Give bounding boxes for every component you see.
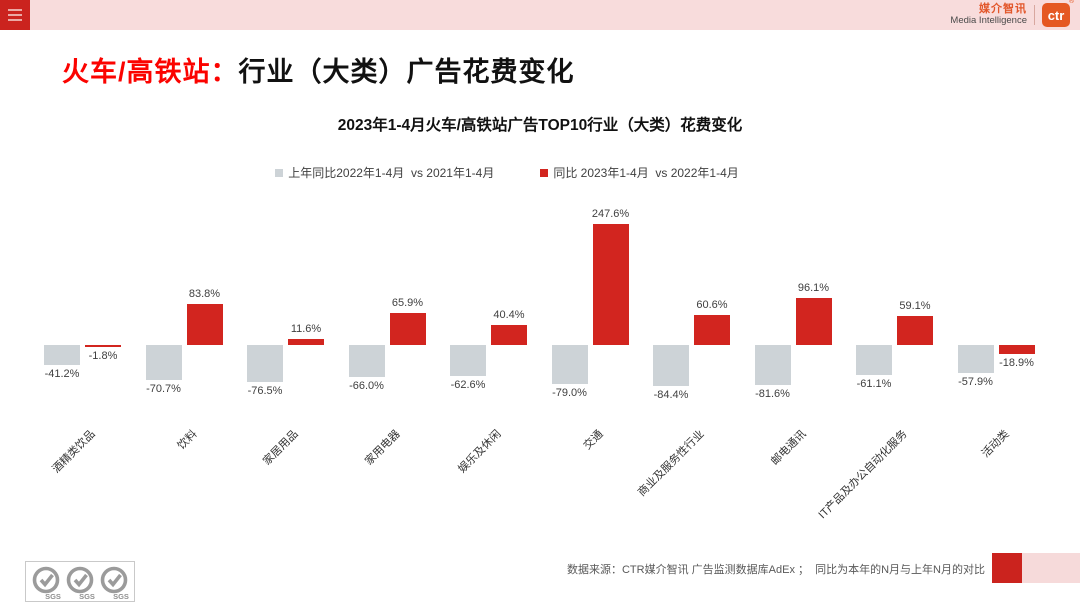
category-label: 酒精类饮品 [50, 428, 98, 476]
value-label: 11.6% [290, 323, 322, 336]
page-title-rest: 行业（大类）广告花费变化 [238, 57, 575, 87]
bar-prev-yoy [145, 345, 182, 380]
value-label: 59.1% [899, 300, 931, 313]
value-label: -57.9% [958, 376, 993, 389]
svg-text:SGS: SGS [113, 592, 129, 601]
data-source-note: 数据来源：CTR媒介智讯 广告监测数据库AdEx ； 同比为本年的N月与上年N月… [566, 564, 985, 576]
value-label: -41.2% [44, 368, 80, 381]
value-label: -81.6% [755, 387, 790, 400]
bar-curr-yoy [795, 297, 832, 345]
bar-curr-yoy [85, 345, 121, 347]
brand-logo: 媒介智讯 Media Intelligence ctr ® [950, 0, 1074, 27]
footer-red-block [992, 553, 1022, 583]
bar-prev-yoy [551, 345, 588, 384]
bar-prev-yoy [957, 345, 994, 374]
brand-text: 媒介智讯 Media Intelligence [950, 4, 1027, 26]
ctr-logo-text: ctr [1047, 7, 1065, 23]
hamburger-menu-button[interactable] [0, 0, 30, 30]
bar-curr-yoy [491, 325, 527, 345]
value-label: -76.5% [247, 385, 283, 398]
value-label: -79.0% [552, 386, 587, 399]
brand-divider [1034, 5, 1035, 25]
svg-text:SGS: SGS [45, 592, 61, 601]
bar-prev-yoy [450, 345, 486, 376]
bar-curr-yoy [897, 316, 933, 345]
value-label: -18.9% [999, 357, 1034, 370]
hamburger-icon [8, 9, 22, 21]
legend-item-curr-yoy: 同比 2023年1-4月 vs 2022年1-4月 [540, 164, 739, 181]
brand-name-en: Media Intelligence [950, 14, 1027, 26]
value-label: 83.8% [188, 287, 221, 300]
svg-text:SGS: SGS [79, 592, 95, 601]
value-label: -66.0% [349, 380, 384, 393]
legend-item-prev-yoy: 上年同比2022年1-4月 vs 2021年1-4月 [275, 164, 494, 181]
value-label: -1.8% [88, 350, 118, 362]
sgs-logo-icon: SGS [32, 566, 61, 601]
registered-mark: ® [1068, 0, 1074, 5]
page-title-highlight: 火车/高铁站： [62, 57, 239, 87]
bar-prev-yoy [44, 345, 80, 366]
sgs-logo-icon: SGS [100, 566, 129, 601]
sgs-logo-icon: SGS [66, 566, 95, 601]
bar-curr-yoy [998, 345, 1035, 355]
value-label: 247.6% [591, 207, 630, 220]
value-label: 96.1% [797, 281, 830, 294]
bar-prev-yoy [856, 345, 892, 375]
page-title: 火车/高铁站：行业（大类）广告花费变化 [62, 50, 575, 89]
value-label: 65.9% [391, 296, 424, 309]
bar-curr-yoy [389, 312, 426, 345]
bar-prev-yoy [653, 345, 689, 387]
bar-curr-yoy [288, 339, 324, 345]
bar-prev-yoy [348, 345, 385, 378]
bar-curr-yoy [592, 223, 629, 345]
bar-prev-yoy [754, 345, 791, 385]
value-label: 60.6% [696, 299, 728, 312]
chart-legend: 上年同比2022年1-4月 vs 2021年1-4月 同比 2023年1-4月 … [0, 164, 1014, 181]
brand-name-cn: 媒介智讯 [979, 3, 1027, 16]
legend-label-prev-yoy: 上年同比2022年1-4月 vs 2021年1-4月 [288, 166, 495, 180]
legend-swatch-prev-yoy [275, 168, 284, 177]
legend-swatch-curr-yoy [540, 168, 549, 177]
top-bar: 媒介智讯 Media Intelligence ctr ® [0, 0, 1080, 30]
value-label: -70.7% [146, 382, 181, 395]
footer-pink-block [1022, 553, 1080, 583]
sgs-certification-logos: SGS SGS SGS [25, 561, 135, 602]
value-label: -62.6% [450, 378, 486, 391]
legend-label-curr-yoy: 同比 2023年1-4月 vs 2022年1-4月 [553, 166, 739, 180]
chart-title: 2023年1-4月火车/高铁站广告TOP10行业（大类）花费变化 [337, 117, 743, 134]
value-label: 40.4% [493, 309, 525, 322]
value-label: -61.1% [856, 377, 892, 390]
ctr-logo-icon: ctr ® [1042, 0, 1074, 27]
value-label: -84.4% [653, 389, 689, 402]
bar-curr-yoy [186, 303, 223, 345]
bar-curr-yoy [694, 315, 730, 345]
bar-prev-yoy [247, 345, 283, 383]
